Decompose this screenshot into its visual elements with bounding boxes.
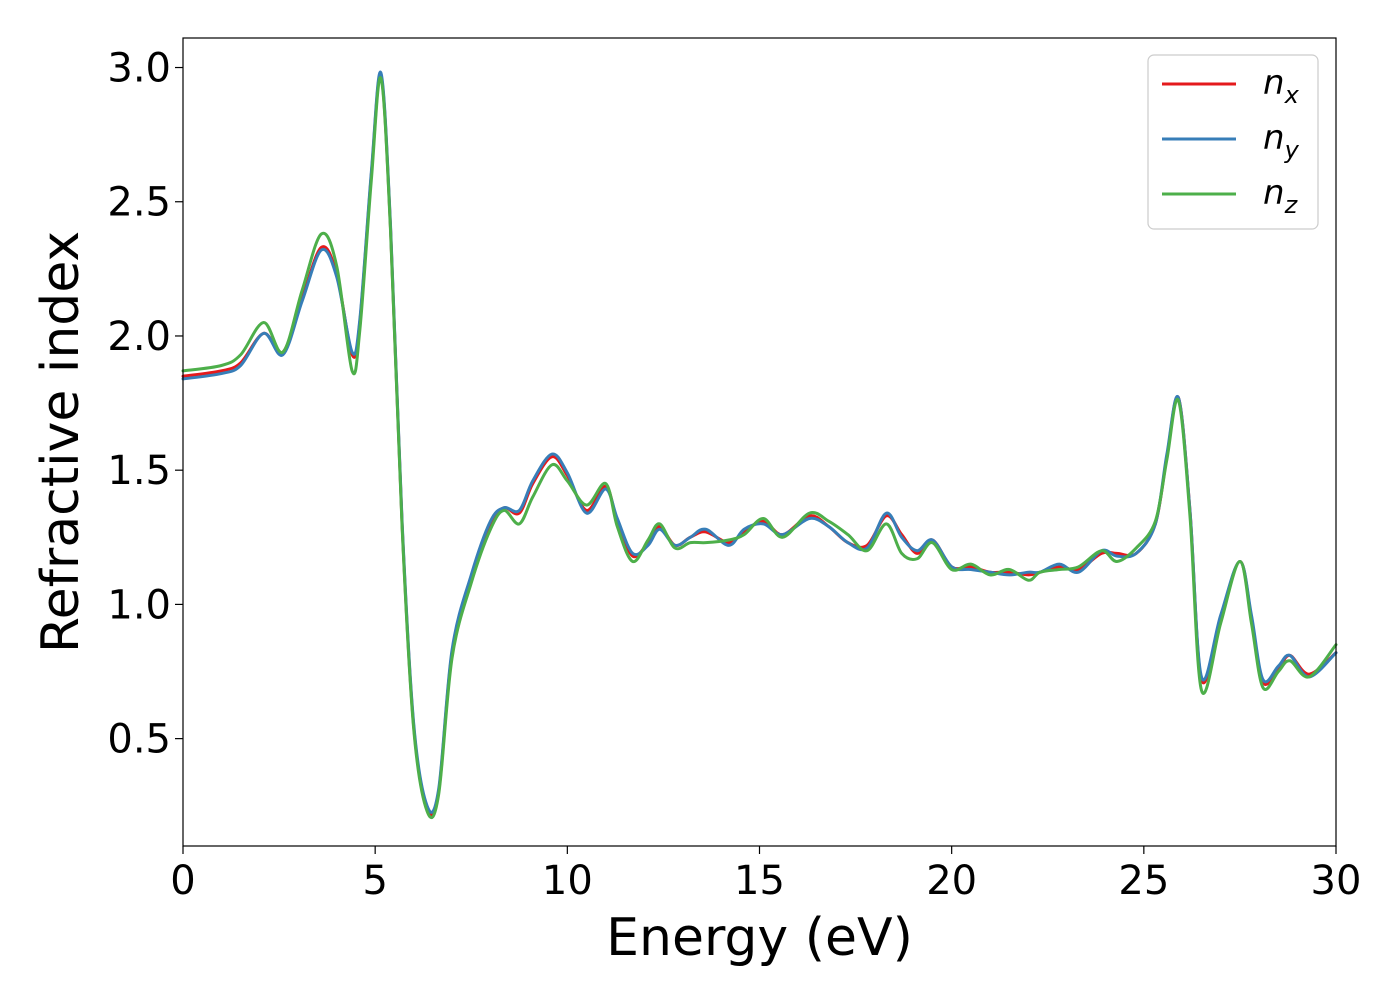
y-tick-label: 1.5 [107,448,171,494]
x-tick-label: 10 [542,858,593,904]
y-tick-label: 1.0 [107,582,171,628]
y-axis-ticks: 0.5 1.0 1.5 2.0 2.5 3.0 [107,46,183,763]
x-tick-label: 15 [734,858,785,904]
y-tick-label: 2.0 [107,314,171,360]
legend-label-ny: ny [1263,118,1300,164]
x-tick-label: 20 [926,858,977,904]
legend-label-subscript: z [1284,191,1299,219]
legend-label-nz: nz [1263,173,1299,219]
legend-label-nx: nx [1263,63,1300,109]
legend-frame [1147,54,1319,230]
legend-label-base: n [1263,63,1285,103]
y-tick-label: 3.0 [107,46,171,92]
legend-label-base: n [1263,173,1285,213]
legend-label-base: n [1263,118,1285,158]
legend-label-subscript: y [1284,136,1300,164]
x-tick-label: 5 [362,858,387,904]
series-layer [181,70,1338,820]
y-axis-label: Refractive index [31,231,91,653]
y-tick-label: 0.5 [107,717,171,763]
legend-label-subscript: x [1284,81,1300,109]
x-tick-label: 25 [1118,858,1169,904]
y-tick-label: 2.5 [107,180,171,226]
x-tick-label: 30 [1311,858,1362,904]
x-axis-ticks: 0 5 10 15 20 25 30 [170,846,1361,904]
x-axis-label: Energy (eV) [606,908,913,968]
x-tick-label: 0 [170,858,195,904]
series-line-nz [181,76,1338,820]
